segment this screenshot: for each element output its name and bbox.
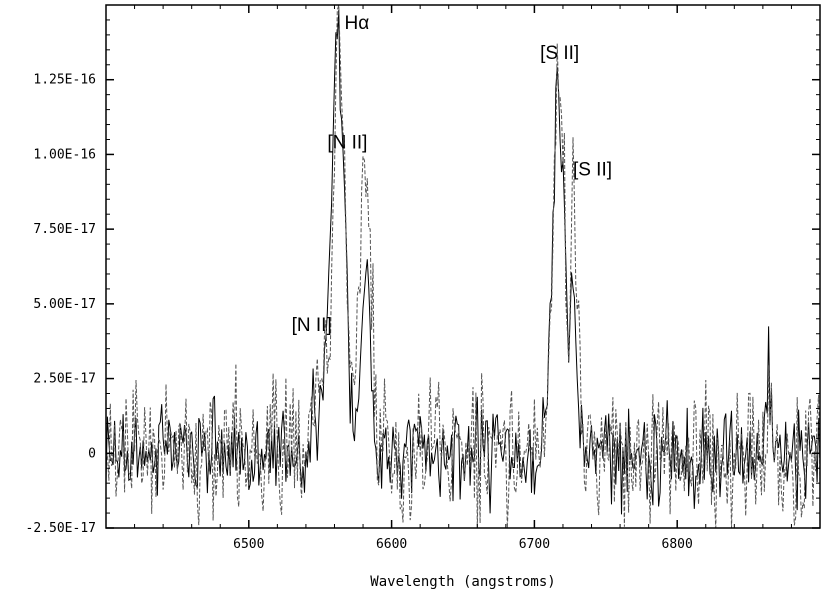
line-annotation: Hα xyxy=(344,13,369,34)
x-tick-label: 6700 xyxy=(519,537,550,552)
line-annotation: [N II] xyxy=(327,132,367,153)
y-tick-label: 2.50E-17 xyxy=(33,372,96,387)
x-tick-label: 6600 xyxy=(376,537,407,552)
y-tick-label: 0 xyxy=(88,446,96,461)
series-layer xyxy=(105,4,821,529)
line-annotation: [S II] xyxy=(573,159,612,180)
plot-frame xyxy=(105,4,821,529)
spectrum-line-dashed xyxy=(105,4,821,529)
y-tick-label: -2.50E-17 xyxy=(26,521,96,536)
y-tick-label: 5.00E-17 xyxy=(33,297,96,312)
x-tick-label: 6800 xyxy=(662,537,693,552)
line-annotation: [S II] xyxy=(540,43,579,64)
ticks-layer: 6500 6600 6700 6800 -2.50E-17 0 2.50E-17 5.00E-… xyxy=(26,5,820,552)
x-tick-label: 6500 xyxy=(233,537,264,552)
y-tick-label: 7.50E-17 xyxy=(33,222,96,237)
spectrum-line-solid xyxy=(105,9,821,515)
x-axis-title: Wavelength (angstroms) xyxy=(370,574,555,590)
line-annotation: [N II] xyxy=(292,315,332,336)
annotations-layer: Hα [N II] [N II] [S II] [S II] xyxy=(292,13,612,336)
y-tick-label: 1.25E-16 xyxy=(33,73,96,88)
y-tick-label: 1.00E-16 xyxy=(33,147,96,162)
